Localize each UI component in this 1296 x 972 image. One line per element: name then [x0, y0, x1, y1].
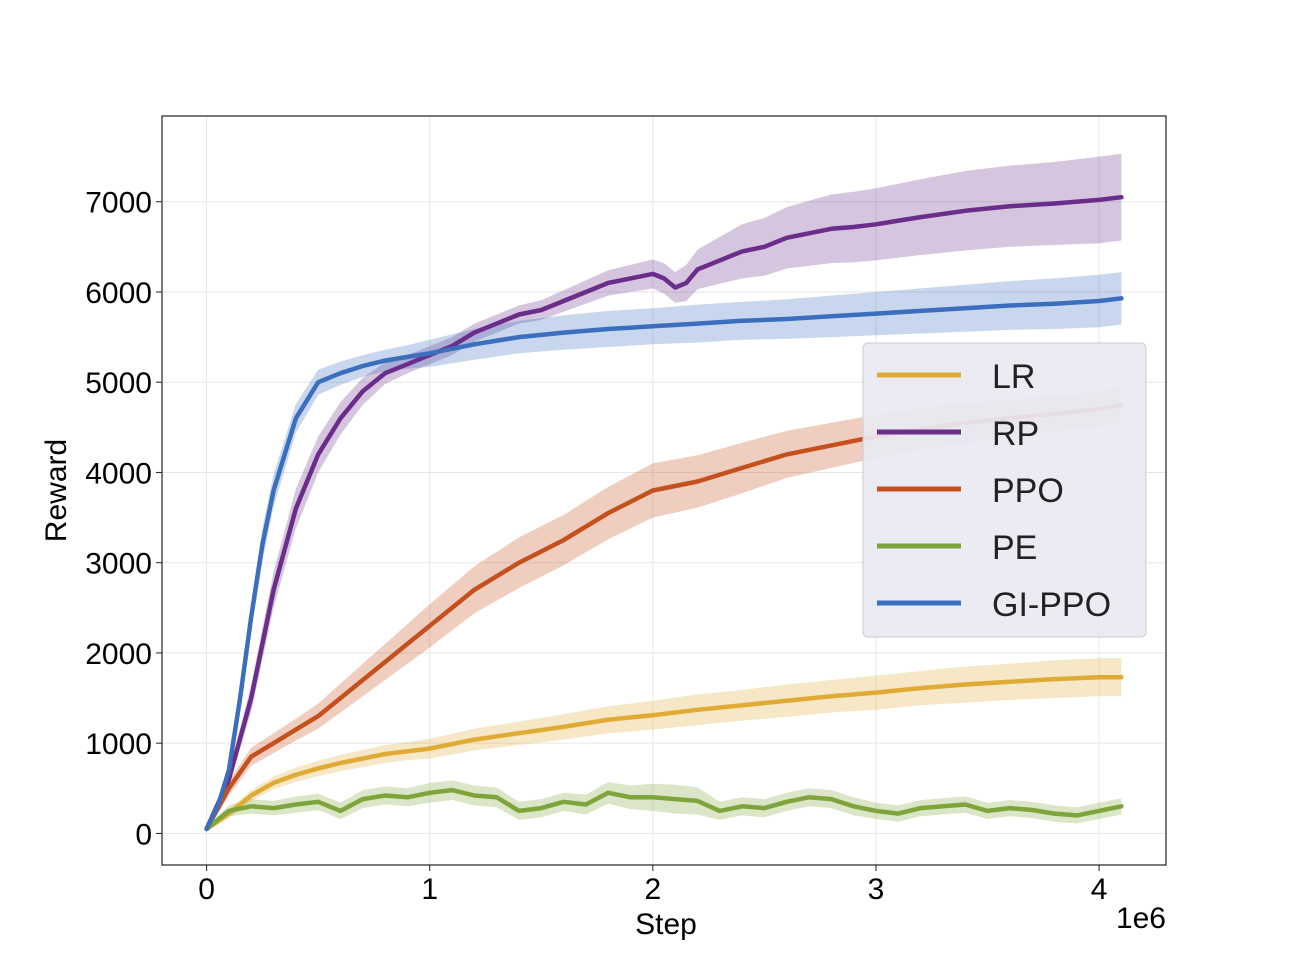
y-tick-label: 6000 — [85, 277, 152, 310]
y-tick-label: 5000 — [85, 367, 152, 400]
y-axis-label: Reward — [40, 439, 73, 542]
y-tick-label: 2000 — [85, 638, 152, 671]
line-pe — [204, 787, 1124, 832]
y-axis-ticks: 0 1000 2000 3000 4000 5000 6000 7000 — [85, 187, 162, 851]
band-gi-ppo — [206, 272, 1122, 832]
x-axis-label: Step — [635, 908, 697, 941]
legend-label-pe: PE — [992, 529, 1037, 567]
x-tick-label: 2 — [645, 873, 662, 906]
legend-label-lr: LR — [992, 358, 1035, 396]
x-tick-label: 0 — [198, 873, 215, 906]
x-tick-label: 1 — [421, 873, 438, 906]
legend-box — [862, 342, 1147, 638]
y-tick-label: 3000 — [85, 548, 152, 581]
plot-frame — [161, 115, 1167, 866]
y-tick-label: 0 — [135, 818, 152, 851]
line-gi-ppo — [204, 296, 1124, 832]
line-rp — [204, 194, 1124, 832]
x-tick-label: 3 — [868, 873, 885, 906]
x-tick-label: 4 — [1091, 873, 1108, 906]
line-lr — [204, 675, 1124, 832]
y-tick-label: 7000 — [85, 187, 152, 220]
legend-label-ppo: PPO — [992, 472, 1064, 510]
y-tick-label: 4000 — [85, 457, 152, 490]
x-axis-offset-label: 1e6 — [1116, 902, 1166, 935]
y-tick-label: 1000 — [85, 728, 152, 761]
legend: LR RP PPO PE GI-PPO — [862, 342, 1147, 638]
legend-label-gi-ppo: GI-PPO — [992, 586, 1111, 624]
band-rp — [206, 153, 1122, 832]
x-axis-ticks: 0 1 2 3 4 — [198, 865, 1107, 906]
band-lr — [206, 658, 1122, 832]
legend-label-rp: RP — [992, 415, 1039, 453]
